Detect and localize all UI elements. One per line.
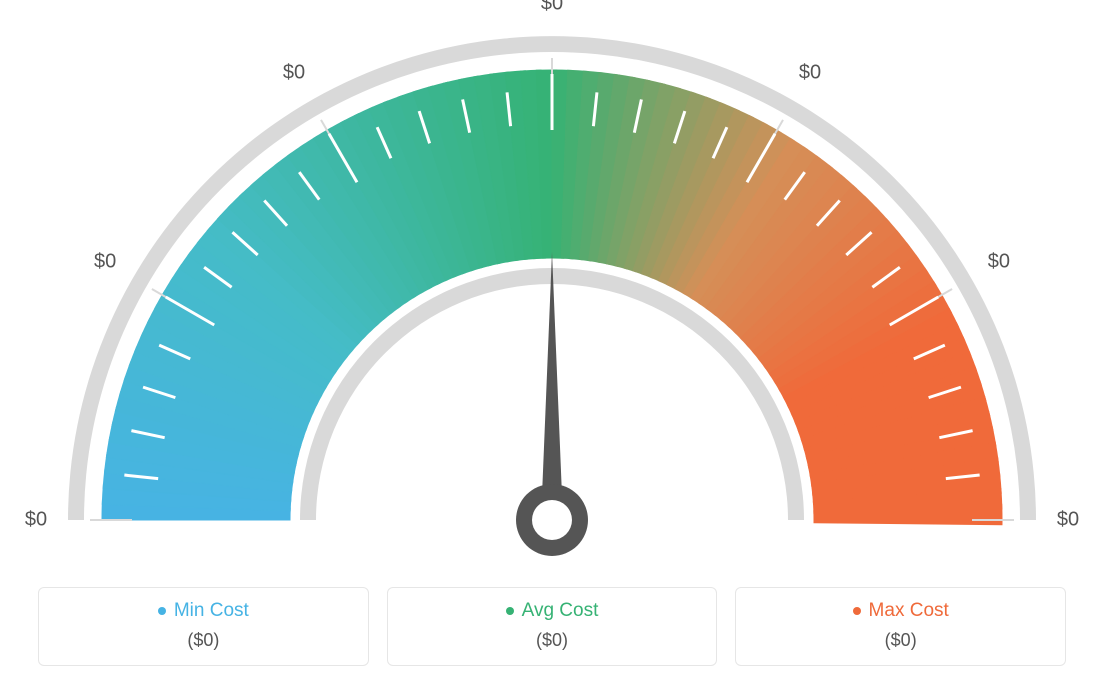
legend-max-title: Max Cost — [853, 600, 949, 622]
legend-avg-dot — [506, 607, 514, 615]
legend-max-dot — [853, 607, 861, 615]
legend-avg-title: Avg Cost — [506, 600, 599, 622]
legend-card-min: Min Cost ($0) — [38, 587, 369, 666]
legend-max-value: ($0) — [744, 630, 1057, 651]
gauge-tick-label: $0 — [799, 62, 821, 85]
legend-avg-label: Avg Cost — [522, 600, 599, 622]
legend-min-dot — [158, 607, 166, 615]
legend-min-title: Min Cost — [158, 600, 249, 622]
gauge-tick-label: $0 — [541, 0, 563, 16]
legend-row: Min Cost ($0) Avg Cost ($0) Max Cost ($0… — [38, 587, 1066, 666]
gauge-tick-label: $0 — [25, 509, 47, 532]
legend-avg-value: ($0) — [396, 630, 709, 651]
gauge: $0 $0 $0 $0 $0 $0 $0 — [0, 0, 1104, 560]
gauge-tick-label: $0 — [988, 251, 1010, 274]
gauge-svg — [0, 0, 1104, 560]
cost-gauge-container: $0 $0 $0 $0 $0 $0 $0 Min Cost ($0) Avg Cost ($… — [0, 0, 1104, 690]
legend-card-avg: Avg Cost ($0) — [387, 587, 718, 666]
legend-card-max: Max Cost ($0) — [735, 587, 1066, 666]
legend-min-label: Min Cost — [174, 600, 249, 622]
legend-max-label: Max Cost — [869, 600, 949, 622]
gauge-tick-label: $0 — [1057, 509, 1079, 532]
gauge-tick-label: $0 — [283, 62, 305, 85]
gauge-tick-label: $0 — [94, 251, 116, 274]
legend-min-value: ($0) — [47, 630, 360, 651]
